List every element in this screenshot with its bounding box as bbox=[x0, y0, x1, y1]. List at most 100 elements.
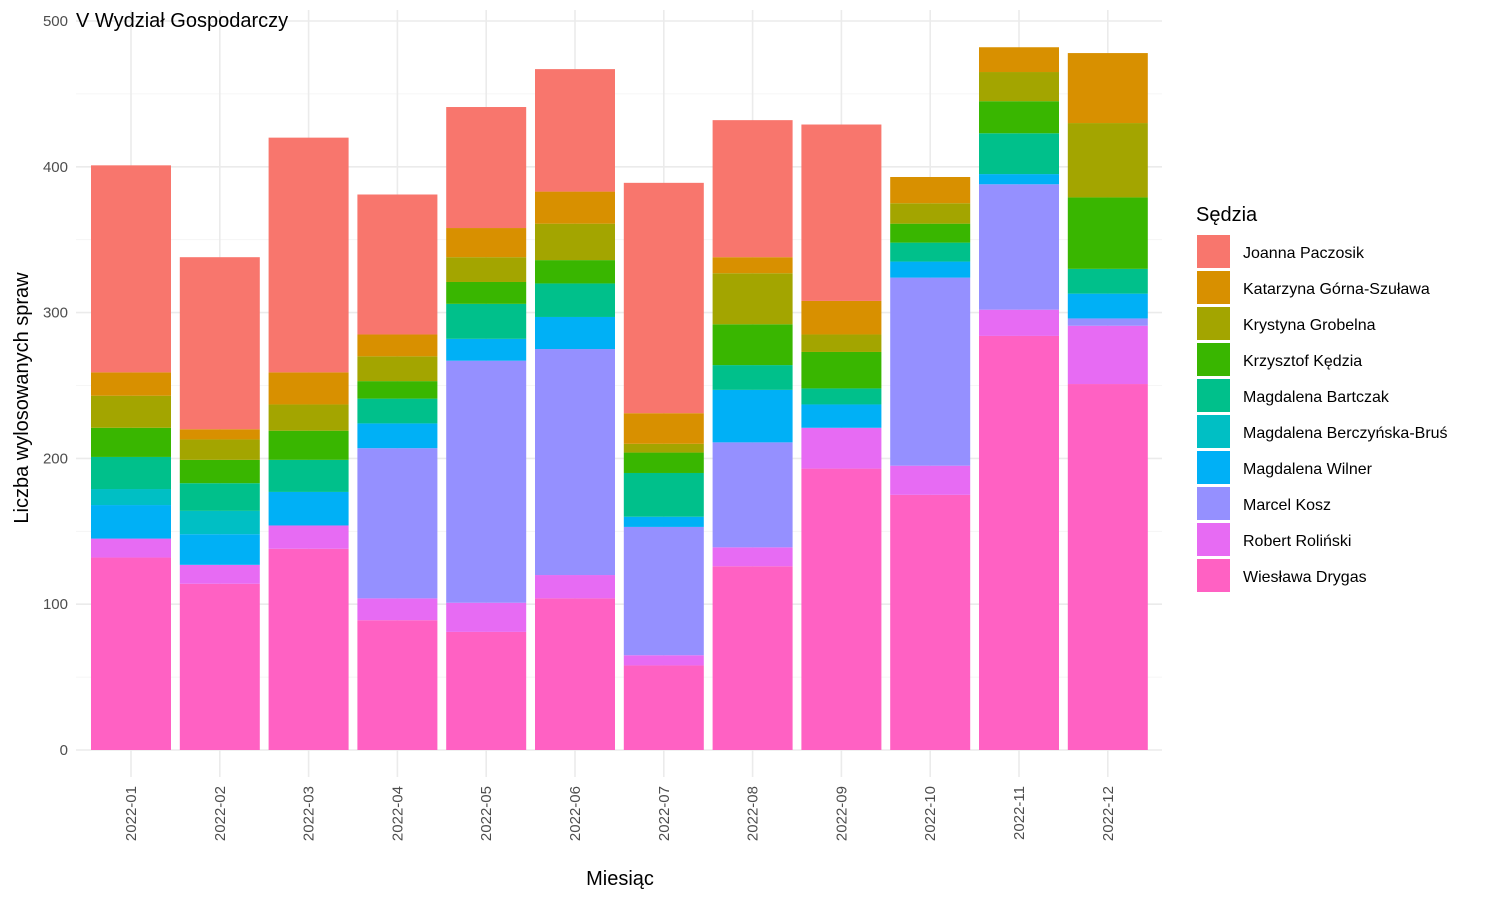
bar-segment bbox=[890, 177, 971, 204]
bar-segment bbox=[446, 281, 527, 304]
bar-segment bbox=[535, 283, 615, 317]
legend-swatch bbox=[1197, 235, 1230, 268]
x-tick-label: 2022-11 bbox=[1011, 786, 1028, 840]
bar-segment bbox=[1067, 53, 1148, 124]
bar-segment bbox=[179, 510, 260, 535]
bar-segment bbox=[535, 260, 615, 284]
bar-segment bbox=[1067, 268, 1148, 294]
x-tick-label: 2022-05 bbox=[478, 786, 495, 841]
bar-segment bbox=[890, 203, 971, 224]
bar-segment bbox=[801, 334, 882, 352]
bar-segment bbox=[623, 443, 704, 453]
bar-segment bbox=[979, 101, 1059, 134]
bar-segment bbox=[623, 452, 704, 473]
bar-segment bbox=[446, 631, 527, 750]
bar-segment bbox=[446, 360, 527, 603]
bar-segment bbox=[979, 184, 1059, 310]
bar-segment bbox=[1067, 325, 1148, 385]
bar-segment bbox=[623, 182, 704, 414]
bar-segment bbox=[268, 137, 349, 373]
bar-segment bbox=[623, 413, 704, 444]
bar-segment bbox=[268, 491, 349, 526]
bar-segment bbox=[535, 191, 615, 224]
bar-segment bbox=[179, 534, 260, 565]
bar-segment bbox=[357, 334, 438, 357]
legend-label: Katarzyna Górna-Szuława bbox=[1243, 281, 1430, 298]
bar-segment bbox=[712, 324, 793, 366]
bar-segment bbox=[801, 300, 882, 335]
bar-segment bbox=[357, 620, 438, 750]
legend-label: Magdalena Wilner bbox=[1243, 461, 1373, 478]
x-tick-label: 2022-01 bbox=[123, 786, 140, 841]
bar-segment bbox=[91, 395, 171, 428]
x-tick-label: 2022-10 bbox=[922, 786, 939, 841]
bar-segment bbox=[890, 465, 971, 495]
x-axis-title: Miesiąc bbox=[586, 868, 654, 890]
y-axis-ticks: 0 100 200 300 400 500 bbox=[43, 13, 68, 759]
bar-segment bbox=[268, 548, 349, 750]
y-axis-title: Liczba wylosowanych spraw bbox=[11, 272, 33, 524]
x-tick-label: 2022-12 bbox=[1100, 786, 1117, 841]
bar-segment bbox=[1067, 197, 1148, 269]
bar-segment bbox=[890, 277, 971, 466]
bar-segment bbox=[91, 538, 171, 558]
bar-segment bbox=[268, 459, 349, 492]
bar-segment bbox=[357, 423, 438, 449]
bar-segment bbox=[268, 404, 349, 431]
bar-segment bbox=[801, 427, 882, 469]
bar-segment bbox=[535, 349, 615, 576]
bar-segment bbox=[623, 516, 704, 527]
bar-segment bbox=[91, 489, 171, 506]
bar-segment bbox=[446, 602, 527, 632]
bar-segment bbox=[357, 598, 438, 621]
legend-label: Magdalena Bartczak bbox=[1243, 389, 1390, 406]
legend-label: Marcel Kosz bbox=[1243, 497, 1331, 514]
bar-segment bbox=[712, 365, 793, 390]
bar-segment bbox=[535, 69, 615, 192]
y-tick-label: 100 bbox=[43, 596, 68, 613]
x-tick-label: 2022-03 bbox=[301, 786, 318, 841]
legend-swatch bbox=[1197, 559, 1230, 592]
bar-segment bbox=[268, 525, 349, 549]
legend-label: Krzysztof Kędzia bbox=[1243, 353, 1362, 370]
bar-segment bbox=[979, 174, 1059, 185]
bar-segment bbox=[446, 228, 527, 258]
legend-label: Wiesława Drygas bbox=[1243, 569, 1367, 586]
bar-segment bbox=[890, 494, 971, 750]
bar-segment bbox=[179, 439, 260, 460]
legend-swatch bbox=[1197, 307, 1230, 340]
y-tick-label: 400 bbox=[43, 159, 68, 176]
bar-segment bbox=[91, 427, 171, 457]
bar-segment bbox=[801, 124, 882, 301]
bar-segment bbox=[179, 257, 260, 430]
bar-segment bbox=[91, 505, 171, 539]
legend-label: Joanna Paczosik bbox=[1243, 245, 1365, 262]
bar-segment bbox=[179, 483, 260, 511]
x-axis-ticks: 2022-01 2022-02 2022-03 2022-04 2022-05 2022-… bbox=[123, 786, 1117, 841]
bar-segment bbox=[979, 309, 1059, 336]
bar-segment bbox=[1067, 123, 1148, 198]
chart-title: V Wydział Gospodarczy bbox=[76, 10, 288, 32]
legend-label: Krystyna Grobelna bbox=[1243, 317, 1376, 334]
bar-segment bbox=[446, 257, 527, 282]
bar-segment bbox=[357, 356, 438, 382]
bar-segment bbox=[801, 388, 882, 405]
bar-segment bbox=[623, 526, 704, 656]
legend: Sędzia Joanna Paczosik Katarzyna Górna-Sz… bbox=[1196, 204, 1448, 592]
bar-segment bbox=[268, 430, 349, 460]
bar-segment bbox=[712, 120, 793, 258]
x-tick-label: 2022-02 bbox=[212, 786, 229, 841]
bar-segment bbox=[357, 194, 438, 335]
bar-segment bbox=[268, 372, 349, 405]
bar-segment bbox=[623, 472, 704, 517]
bar-segment bbox=[535, 316, 615, 350]
bar-segment bbox=[801, 404, 882, 428]
bar-segment bbox=[623, 665, 704, 750]
bar-segment bbox=[179, 564, 260, 584]
bar-segment bbox=[890, 242, 971, 262]
bar-segment bbox=[979, 335, 1059, 750]
bar-segment bbox=[91, 372, 171, 396]
bar-segment bbox=[535, 598, 615, 750]
bar-segment bbox=[1067, 293, 1148, 319]
